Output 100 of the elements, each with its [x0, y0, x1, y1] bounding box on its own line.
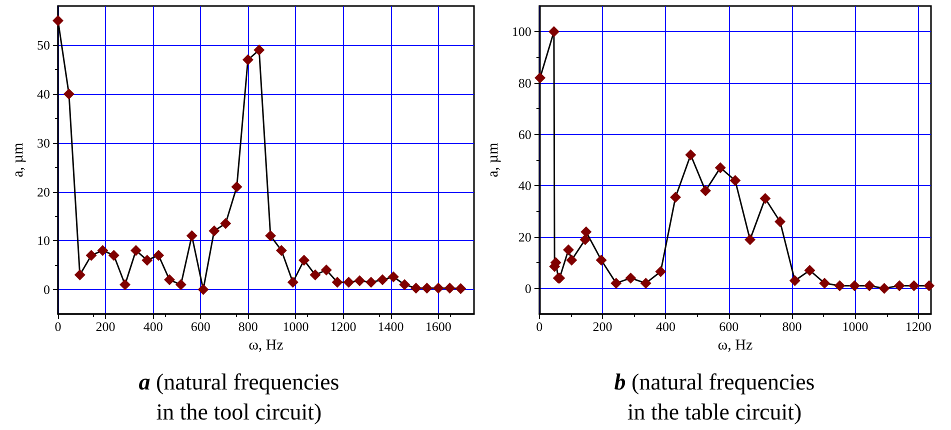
point	[220, 218, 232, 230]
x-tick-label: 800	[782, 319, 802, 334]
point	[242, 54, 254, 66]
point	[186, 230, 198, 242]
point	[343, 276, 354, 288]
point	[610, 278, 622, 289]
point	[625, 272, 636, 284]
y-tick-label: 20	[518, 230, 532, 244]
point	[376, 274, 388, 286]
x-tick-label: 0	[54, 319, 62, 334]
point	[760, 193, 771, 204]
point	[534, 72, 546, 84]
point	[548, 26, 560, 38]
point	[208, 225, 220, 236]
point	[332, 276, 343, 288]
point	[744, 234, 756, 246]
point	[789, 275, 800, 286]
point	[298, 254, 310, 266]
point	[287, 276, 298, 288]
x-tick-label: 1600	[425, 319, 452, 334]
x-tick-label: 1000	[282, 319, 309, 334]
point	[894, 280, 905, 292]
point	[596, 254, 607, 266]
y-tick-label: 40	[37, 86, 50, 102]
point	[265, 230, 276, 242]
point	[63, 88, 74, 100]
point	[108, 250, 120, 261]
point	[455, 283, 466, 294]
x-tick-label: 1200	[330, 319, 356, 334]
y-tick-label: 60	[518, 126, 532, 142]
x-tick-label: 600	[719, 319, 739, 334]
point	[444, 282, 456, 294]
point	[421, 282, 432, 294]
y-tick-label: 80	[518, 76, 532, 90]
point	[354, 275, 366, 286]
y-tick-label: 20	[37, 184, 50, 200]
y-tick-label: 50	[37, 38, 50, 53]
y-tick-label: 100	[512, 24, 532, 40]
x-tick-label: 200	[96, 319, 116, 334]
point	[198, 284, 209, 296]
y-axis-title: a, µm	[10, 142, 26, 178]
point	[410, 282, 422, 294]
point	[908, 280, 920, 292]
point	[120, 279, 131, 290]
x-tick-label: 800	[238, 319, 258, 334]
x-tick-label: 0	[536, 319, 543, 334]
point	[685, 149, 696, 160]
point	[320, 264, 332, 276]
point	[562, 244, 574, 256]
point	[366, 276, 377, 288]
point	[714, 162, 726, 174]
point	[52, 15, 64, 26]
y-tick-label: 0	[44, 282, 50, 298]
point	[878, 282, 890, 294]
text: a (natural frequencies in the tool circuit)	[138, 370, 340, 424]
point	[276, 244, 287, 256]
point	[834, 280, 846, 292]
x-tick-label: 1400	[378, 319, 404, 334]
point	[432, 282, 444, 294]
x-tick-label: 600	[190, 319, 210, 334]
point	[86, 250, 97, 261]
point	[566, 254, 578, 266]
point	[153, 250, 164, 261]
point	[804, 264, 816, 276]
point	[819, 278, 830, 289]
point	[670, 192, 682, 203]
point	[774, 216, 786, 228]
point	[175, 279, 186, 290]
point	[74, 269, 86, 280]
x-tick-label: 200	[592, 319, 612, 334]
y-tick-label: 30	[37, 135, 50, 150]
x-axis-title: ω, Hz	[718, 337, 753, 354]
y-tick-label: 10	[37, 233, 50, 248]
point	[310, 269, 321, 280]
point	[924, 280, 935, 292]
point	[580, 234, 591, 246]
point	[640, 278, 652, 289]
point	[700, 185, 712, 196]
y-tick-label: 40	[518, 178, 532, 194]
point	[399, 279, 410, 290]
x-axis-title: ω, Hz	[248, 337, 284, 354]
point	[164, 274, 175, 286]
x-tick-label: 1000	[842, 319, 868, 334]
point	[388, 271, 399, 282]
point	[254, 44, 265, 56]
point	[849, 280, 860, 292]
point	[231, 181, 242, 192]
x-tick-label: 400	[143, 319, 163, 334]
y-axis-title: a, µm	[486, 142, 502, 178]
point	[142, 254, 153, 266]
text: b (natural frequencies in the table circuit)	[614, 370, 815, 424]
point	[580, 226, 592, 238]
point	[97, 244, 108, 256]
y-tick-label: 0	[524, 280, 532, 296]
point	[730, 175, 741, 186]
point	[130, 244, 142, 256]
x-tick-label: 1200	[905, 319, 932, 334]
point	[864, 280, 875, 292]
point	[655, 266, 666, 278]
x-tick-label: 400	[656, 319, 676, 334]
